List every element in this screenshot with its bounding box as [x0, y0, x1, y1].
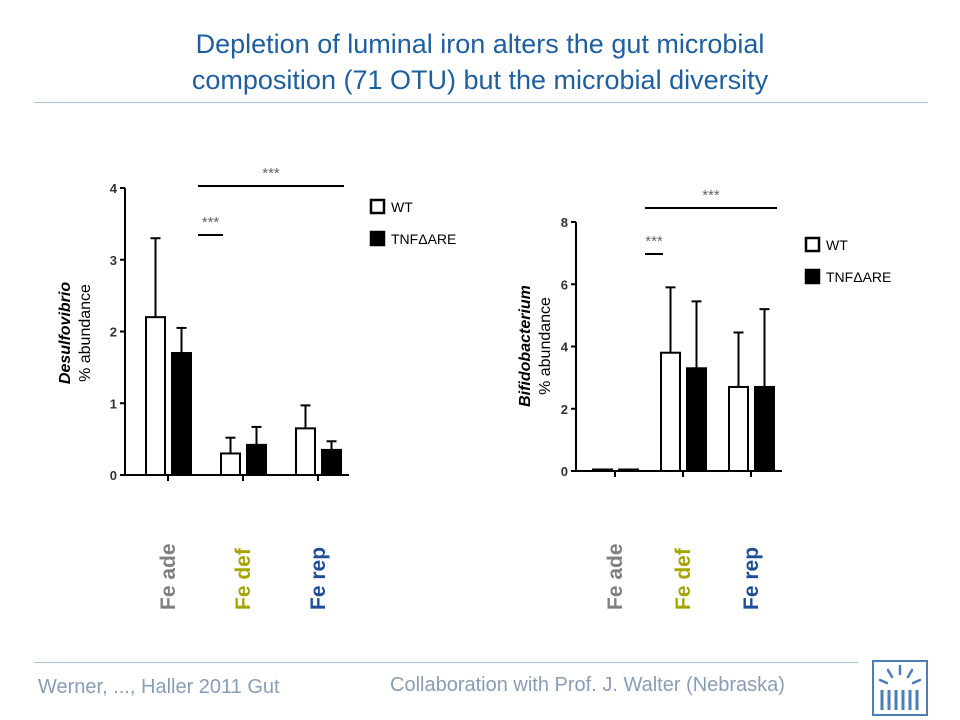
y-tick-label: 6: [561, 277, 568, 292]
slide-title: Depletion of luminal iron alters the gut…: [60, 26, 900, 98]
y-tick-label: 3: [110, 253, 117, 268]
legend-label-wt: WT: [391, 199, 413, 215]
y-tick-label: 4: [110, 181, 118, 196]
bar-wt-fe-def: [220, 452, 241, 477]
significance-label: ***: [202, 214, 220, 231]
legend-swatch-tnf: [804, 268, 821, 285]
bar-tnf-fe-rep: [754, 385, 775, 472]
slide-title-line1: Depletion of luminal iron alters the gut…: [195, 29, 765, 59]
y-tick-label: 1: [110, 396, 117, 411]
y-tick-label: 4: [561, 340, 569, 355]
footer-collaboration: Collaboration with Prof. J. Walter (Nebr…: [390, 674, 785, 696]
bar-tnf-fe-ade: [618, 468, 639, 472]
bar-tnf-fe-def: [246, 443, 267, 476]
significance-label: ***: [262, 165, 280, 182]
y-tick-label: 0: [110, 468, 117, 483]
bar-wt-fe-rep: [728, 385, 749, 472]
legend-swatch-wt: [804, 236, 821, 253]
legend-label-tnf: TNFΔARE: [391, 231, 456, 247]
bar-wt-fe-def: [660, 351, 681, 473]
slide-title-line2: composition (71 OTU) but the microbial d…: [191, 65, 769, 95]
legend-label-wt: WT: [826, 237, 848, 253]
bar-tnf-fe-rep: [321, 448, 342, 477]
y-axis-label-unit: % abundance: [537, 297, 554, 395]
bar-tnf-fe-def: [686, 367, 707, 473]
legend-swatch-tnf: [369, 230, 386, 247]
y-axis-label-unit: % abundance: [77, 284, 94, 382]
bar-wt-fe-rep: [295, 427, 316, 476]
category-label-fe-ade: Fe ade: [157, 543, 180, 610]
y-tick-label: 2: [561, 402, 568, 417]
bifidobacterium-chart: 0 2 4 6 8 Bifidobacterium% abundance Fe ade Fe …: [517, 187, 891, 610]
institution-logo-icon: [872, 660, 928, 716]
category-label-fe-def: Fe def: [672, 547, 695, 610]
footer-divider: [34, 662, 858, 663]
title-divider: [34, 102, 928, 103]
bar-tnf-fe-ade: [171, 352, 192, 476]
desulfovibrio-chart: 0 1 2 3 4 Desulfovibrio% abundance Fe ade Fe de…: [57, 165, 456, 610]
bar-wt-fe-ade: [592, 468, 613, 472]
category-label-fe-ade: Fe ade: [604, 543, 627, 610]
footer-citation: Werner, ..., Haller 2011 Gut: [38, 676, 280, 698]
y-tick-label: 0: [561, 464, 568, 479]
category-label-fe-rep: Fe rep: [740, 547, 763, 610]
y-tick-label: 8: [561, 215, 568, 230]
legend-label-tnf: TNFΔARE: [826, 269, 891, 285]
significance-label: ***: [702, 187, 720, 204]
y-axis-label-taxon: Bifidobacterium: [517, 285, 534, 407]
y-axis-label: Bifidobacterium% abundance: [517, 285, 554, 407]
legend-swatch-wt: [369, 198, 386, 215]
y-axis-label-taxon: Desulfovibrio: [57, 282, 74, 384]
category-label-fe-def: Fe def: [232, 547, 255, 610]
significance-label: ***: [645, 233, 663, 250]
bar-wt-fe-ade: [145, 316, 166, 476]
y-axis-label: Desulfovibrio% abundance: [57, 282, 94, 384]
y-tick-label: 2: [110, 325, 117, 340]
category-label-fe-rep: Fe rep: [307, 547, 330, 610]
